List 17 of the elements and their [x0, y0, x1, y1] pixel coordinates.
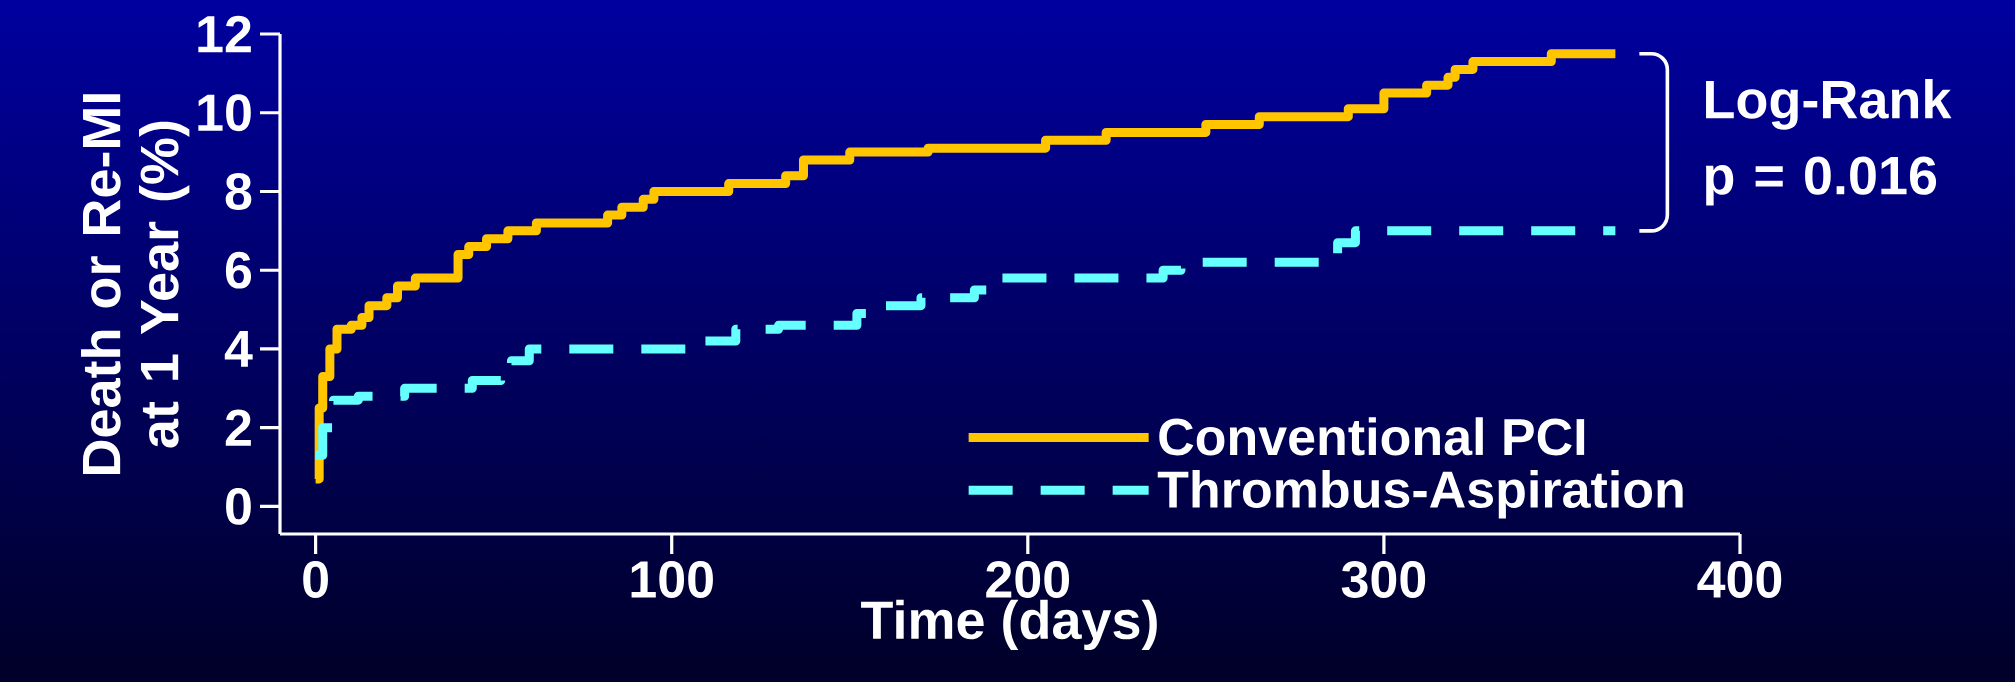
y-tick-label: 4: [224, 331, 253, 367]
x-axis-title: Time (days): [861, 599, 1157, 651]
annotation: Log-Rank p = 0.016: [1706, 79, 1952, 206]
x-tick-label: 400: [1697, 561, 1782, 598]
x-tick-label: 100: [631, 561, 713, 598]
y-tick-label: 6: [225, 251, 252, 289]
legend-label: Conventional PCI: [1159, 417, 1585, 456]
y-axis-title: Death or Re-MI at 1 Year (%): [81, 94, 190, 474]
x-tick-label: 300: [1341, 561, 1426, 598]
x-tick-label: 0: [303, 561, 328, 598]
y-tick-label: 0: [226, 488, 251, 525]
y-tick-label: 8: [225, 173, 252, 210]
y-tick-label: 12: [198, 15, 251, 53]
y-tick-label: 10: [198, 94, 251, 132]
y-tick-label: 2: [225, 409, 251, 446]
legend-label: Thrombus-Aspiration: [1157, 469, 1683, 519]
x-tick-label: 200: [986, 561, 1070, 598]
